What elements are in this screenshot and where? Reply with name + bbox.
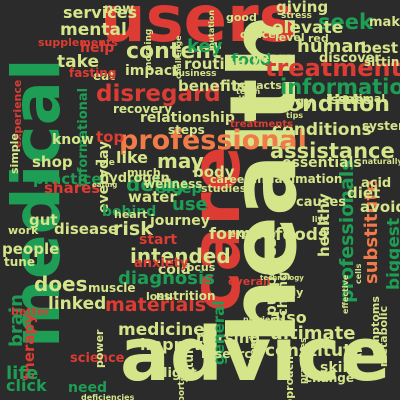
cloud-word: essentials	[282, 156, 362, 170]
cloud-word: effective	[342, 275, 350, 314]
cloud-word: important	[178, 364, 187, 400]
cloud-word: steps	[168, 124, 205, 136]
cloud-word: like	[116, 150, 148, 166]
cloud-word: stress	[281, 12, 312, 21]
cloud-word: practices	[300, 338, 309, 384]
cloud-word: loss	[146, 291, 170, 302]
cloud-word: sitting	[364, 56, 400, 68]
cloud-word: fasting	[69, 67, 116, 79]
cloud-word: system	[362, 120, 400, 132]
cloud-word: teeth	[236, 88, 260, 96]
cloud-word: years	[252, 52, 292, 65]
cloud-word: wellness	[144, 178, 202, 190]
cloud-word: pills	[231, 96, 254, 106]
cloud-word: know	[52, 133, 94, 147]
cloud-word: causes	[296, 196, 346, 209]
cloud-word: click	[6, 378, 47, 394]
cloud-word: better	[11, 306, 50, 317]
cloud-word: hair	[268, 198, 292, 209]
cloud-word: career	[210, 174, 250, 185]
cloud-word: treatments	[230, 120, 293, 130]
cloud-word: cells	[355, 264, 363, 284]
cloud-word: change	[305, 372, 354, 384]
cloud-word: ready	[268, 287, 303, 298]
cloud-word: work	[8, 225, 38, 236]
cloud-word: energy	[262, 96, 313, 109]
cloud-word: constitute	[265, 343, 363, 360]
cloud-word: role	[95, 159, 115, 168]
cloud-word: good	[226, 12, 257, 23]
cloud-word: optimal	[338, 93, 385, 104]
cloud-word: disease	[54, 222, 118, 237]
cloud-word: mutation	[208, 10, 216, 51]
cloud-word: exercise	[229, 230, 276, 240]
cloud-word: deficiencies	[81, 394, 134, 400]
cloud-word: supplements	[38, 37, 118, 48]
cloud-word: anxiety	[134, 257, 188, 270]
cloud-word: new	[104, 3, 134, 16]
cloud-word: naturally	[362, 158, 400, 166]
cloud-word: level	[275, 32, 305, 43]
cloud-word: linked	[48, 296, 106, 313]
cloud-word: recovery	[113, 103, 172, 115]
cloud-word: shop	[32, 155, 73, 170]
cloud-word: does	[34, 274, 88, 294]
cloud-word: tips	[286, 112, 303, 120]
cloud-word: metabolic	[378, 306, 389, 367]
cloud-word: technology	[260, 275, 304, 282]
cloud-word: live	[312, 216, 328, 224]
cloud-word: red	[308, 33, 329, 44]
cloud-word: heart	[114, 209, 147, 220]
cloud-word: challenge	[175, 35, 183, 79]
cloud-word: vitamin	[250, 330, 259, 368]
cloud-word: journey	[150, 214, 210, 228]
cloud-word: nutrients	[243, 316, 285, 324]
cloud-word: muscle	[88, 282, 136, 294]
cloud-word: start	[139, 233, 177, 247]
cloud-word: use	[172, 196, 208, 214]
cloud-word: top	[96, 130, 124, 145]
cloud-word: key	[187, 38, 222, 56]
cloud-word: mean	[252, 164, 286, 175]
cloud-word: approach	[284, 356, 295, 400]
cloud-word: acid	[361, 177, 391, 190]
cloud-word: biggest	[386, 218, 400, 290]
cloud-word: make	[369, 16, 400, 29]
cloud-word: power	[94, 330, 105, 368]
cloud-word: simple	[9, 133, 20, 174]
cloud-word: eating	[92, 182, 117, 189]
cloud-word: tune	[4, 256, 35, 268]
cloud-word: morning	[145, 29, 154, 71]
